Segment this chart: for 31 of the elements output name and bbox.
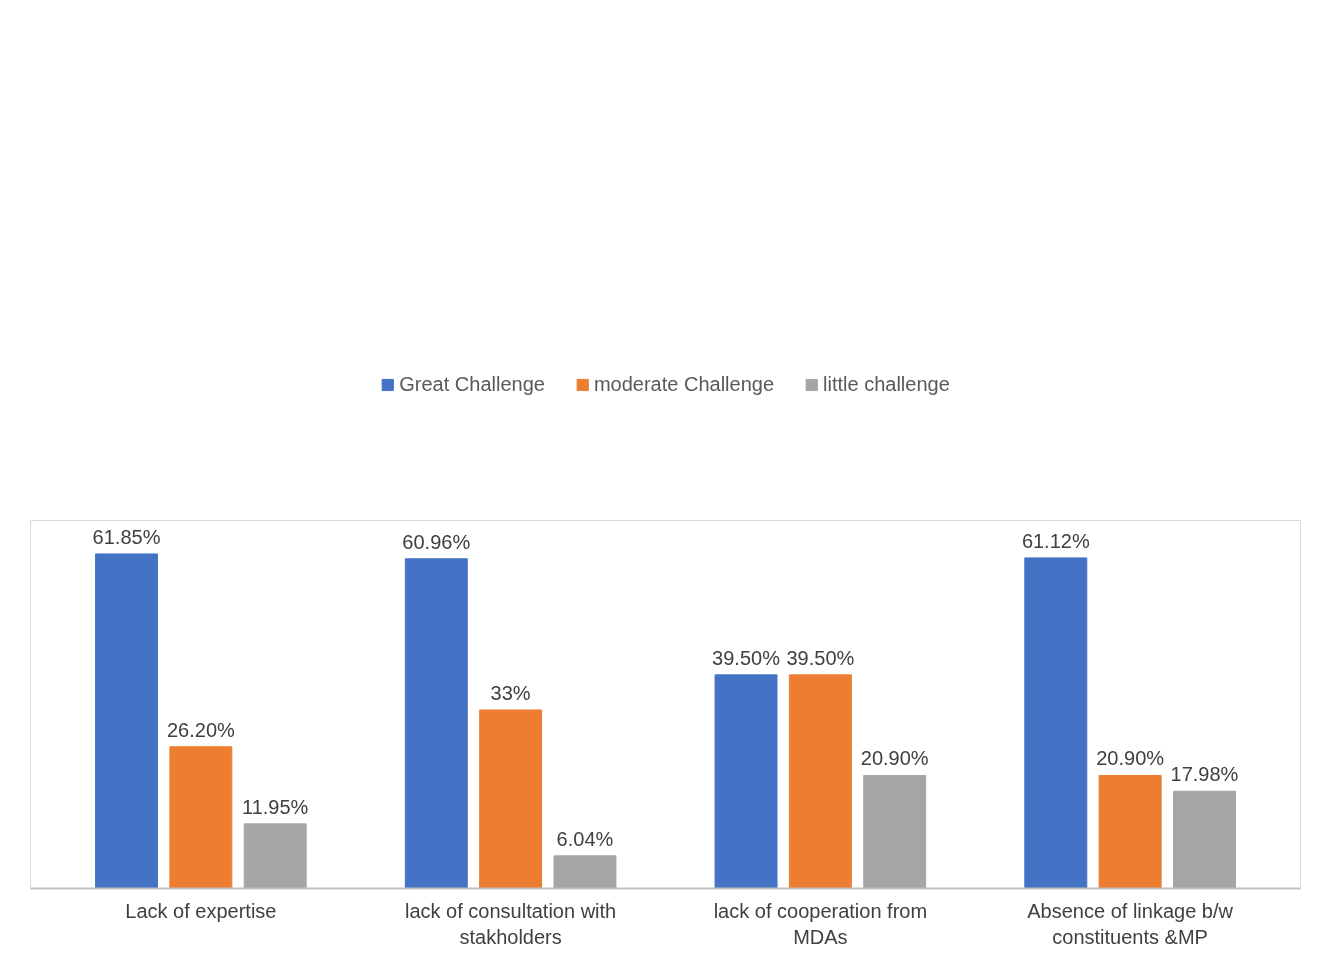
x-tick-label: Lack of expertise	[125, 899, 277, 922]
bar	[1098, 774, 1162, 889]
bar	[553, 855, 617, 889]
bar	[714, 674, 778, 889]
data-label: 26.20%	[166, 718, 235, 741]
bar	[479, 709, 543, 889]
data-label: 39.50%	[786, 646, 855, 669]
bar	[863, 774, 927, 889]
data-label: 17.98%	[1170, 763, 1239, 786]
data-label: 6.04%	[556, 827, 614, 850]
data-label: 20.90%	[860, 747, 929, 770]
x-tick-label: lack of consultation with stakholders	[405, 899, 617, 948]
data-label: 33%	[490, 682, 531, 704]
data-label: 61.85%	[92, 525, 161, 548]
bar	[169, 746, 233, 889]
bar	[788, 674, 852, 889]
bar	[404, 558, 468, 889]
data-label: 39.50%	[712, 646, 781, 669]
x-tick-label: lack of cooperation from MDAs	[713, 899, 928, 948]
data-label: 60.96%	[402, 530, 471, 553]
legend-label: Great Challenge	[399, 372, 545, 396]
data-label: 61.12%	[1021, 529, 1090, 552]
bar	[1024, 557, 1088, 889]
x-tick-label: Absence of linkage b/w constituents &MP	[1027, 899, 1234, 948]
legend-label: moderate Challenge	[593, 372, 775, 396]
bar	[1173, 790, 1236, 889]
data-label: 20.90%	[1096, 747, 1165, 770]
legend-label: little challenge	[823, 372, 950, 396]
bar	[95, 553, 158, 889]
data-label: 11.95%	[242, 795, 309, 818]
bar	[243, 823, 307, 889]
